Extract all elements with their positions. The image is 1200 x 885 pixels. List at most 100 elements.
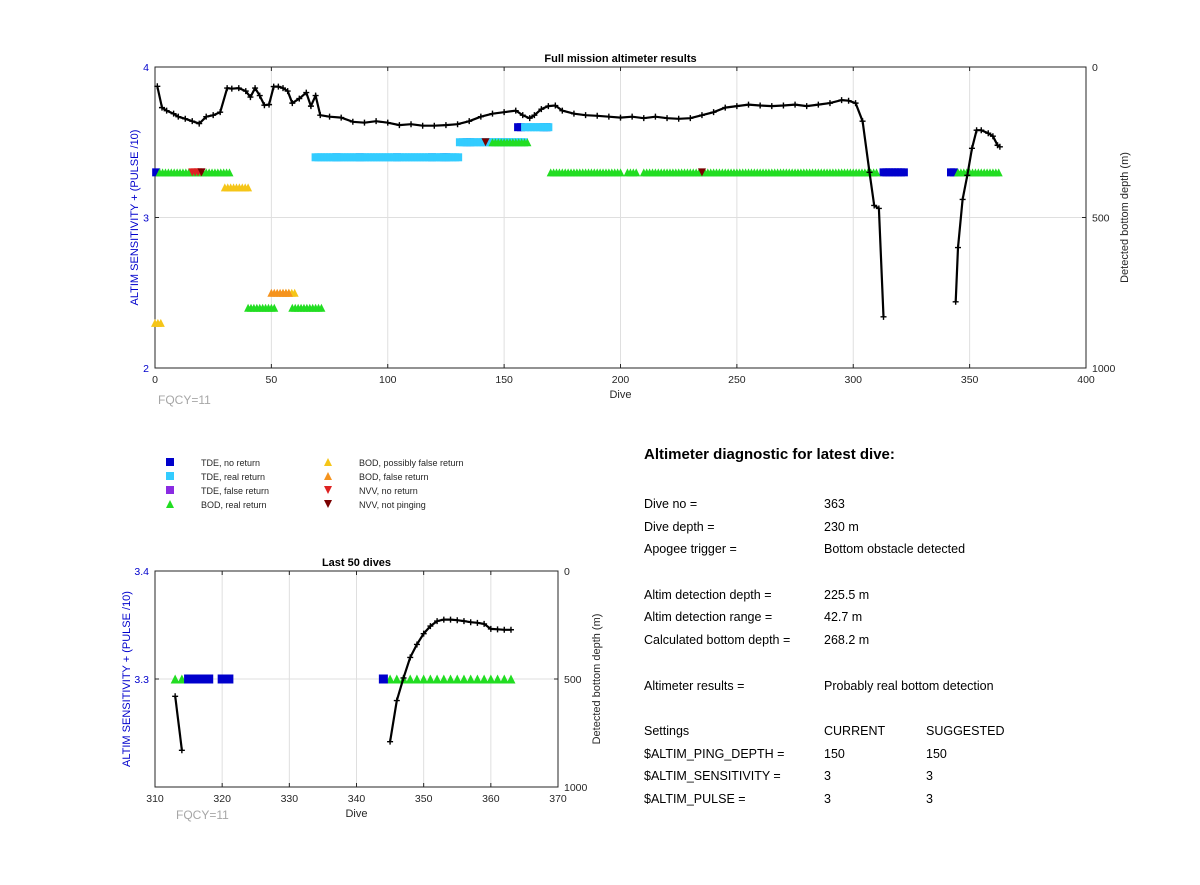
y-tick-label: 4 [143,62,149,74]
y-tick-label: 3 [143,213,149,225]
tde-no-return-marker [190,674,200,684]
tde-real-return-marker [544,123,553,132]
depth-point [768,103,775,110]
legend-marker-bod-real-return [166,500,174,508]
y-axis-label: ALTIM SENSITIVITY + (PULSE /10) [129,130,141,306]
chart-title: Last 50 dives [322,557,391,569]
results-value: Probably real bottom detection [824,678,994,693]
bod-real-return-marker [392,674,402,684]
fqcy-footnote: FQCY=11 [158,393,211,407]
depth-point [235,85,242,92]
dive-depth-label: Dive depth = [644,519,715,534]
depth-point [154,83,161,90]
setting-row: $ALTIM_PULSE = 3 3 [644,788,1164,811]
depth-point [594,112,601,119]
dive-depth-row: Dive depth = 230 m [644,516,1164,539]
depth-point [419,122,426,129]
depth-point [170,110,177,117]
depth-point [745,101,752,108]
bod-real-return-marker [506,674,516,684]
depth-point [722,104,729,111]
calculated-depth-label: Calculated bottom depth = [644,633,791,648]
bod-real-return-marker [486,674,496,684]
depth-point [196,120,203,127]
depth-point [494,626,501,633]
chart-title: Full mission altimeter results [544,53,696,65]
depth-point [733,103,740,110]
depth-point [507,626,514,633]
setting-current: 3 [824,769,831,784]
plot-area [151,83,1003,327]
detection-depth-row: Altim detection depth = 225.5 m [644,584,1164,607]
depth-point [501,626,508,633]
depth-point [454,617,461,624]
depth-point [545,103,552,110]
last-50-dives-chart: Last 50 dives 310 320 330 340 350 360 370 Dive 3.… [121,557,603,822]
apogee-trigger-row: Apogee trigger = Bottom obstacle detecte… [644,538,1164,561]
dive-depth-value: 230 m [824,519,859,534]
depth-point [427,623,434,630]
bod-false-return-marker [284,288,293,297]
depth-point [552,102,559,109]
depth-point [189,118,196,125]
bod-real-return-marker [472,674,482,684]
depth-point [985,130,992,137]
depth-point [952,298,959,305]
depth-point [978,127,985,134]
setting-row: $ALTIM_SENSITIVITY = 3 3 [644,765,1164,788]
bod-real-return-marker [439,674,449,684]
depth-point [826,100,833,107]
x-tick-label: 200 [612,374,630,386]
setting-row: $ALTIM_PING_DEPTH = 150 150 [644,743,1164,766]
legend-label-bod-real-return: BOD, real return [201,500,267,510]
dive-no-row: Dive no = 363 [644,493,1164,516]
depth-point [617,114,624,121]
depth-point [664,115,671,122]
x-tick-label: 350 [415,793,433,805]
depth-point [420,630,427,637]
bod-possibly-false-return-marker [156,318,165,327]
y-tick-label: 2 [143,363,149,375]
depth-point [968,145,975,152]
tde-no-return-marker [197,674,207,684]
bod-possibly-false-return-marker [290,288,299,297]
x-tick-label: 100 [379,374,397,386]
depth-point [361,119,368,126]
setting-name: $ALTIM_SENSITIVITY = [644,769,781,784]
full-mission-chart: Full mission altimeter results 0 50 100 150 2… [129,53,1131,407]
depth-point [675,115,682,122]
settings-label: Settings [644,723,690,738]
x-axis-label: Dive [345,808,367,820]
depth-point [252,85,259,92]
bod-real-return-marker [493,674,503,684]
depth-point [757,102,764,109]
depth-point [710,109,717,116]
bod-real-return-marker [466,674,476,684]
depth-point [454,121,461,128]
depth-point [447,616,454,623]
suggested-header: SUGGESTED [926,723,1005,738]
depth-point [460,618,467,625]
depth-point [280,85,287,92]
bod-real-return-marker [317,303,326,312]
y2-tick-label: 1000 [1092,363,1116,375]
bod-real-return-marker [616,168,625,177]
legend-marker-nvv-no-return [324,486,332,494]
depth-point [815,101,822,108]
depth-point [803,103,810,110]
bod-real-return-marker [412,674,422,684]
depth-point [838,97,845,104]
tde-no-return-marker [899,168,908,177]
x-tick-label: 0 [152,374,158,386]
depth-point [629,113,636,120]
setting-suggested: 3 [926,769,933,784]
apogee-trigger-label: Apogee trigger = [644,542,737,557]
depth-point [407,654,414,661]
depth-point [481,620,488,627]
x-axis-label: Dive [609,389,631,401]
x-tick-label: 350 [961,374,979,386]
depth-point [871,202,878,209]
bottom-depth-line [156,85,885,317]
legend-label-bod-false-return: BOD, false return [359,472,429,482]
depth-point [640,115,647,122]
